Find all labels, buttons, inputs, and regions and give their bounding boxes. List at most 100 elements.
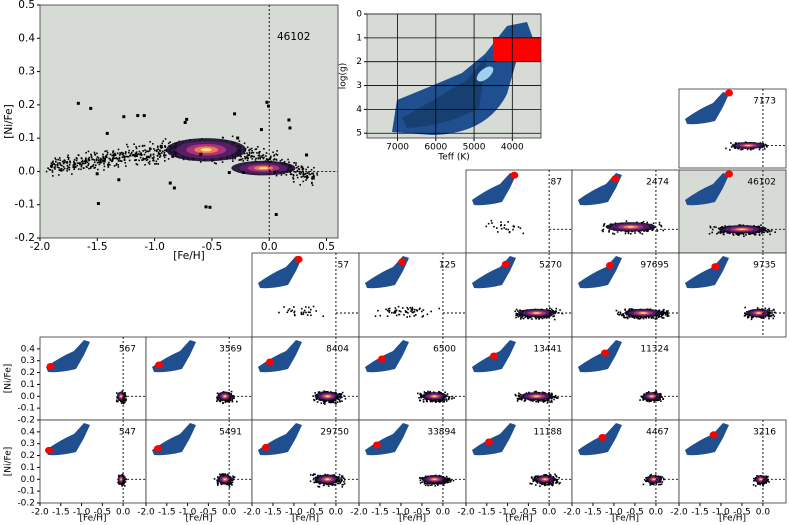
density-cell xyxy=(443,399,446,401)
density-cell xyxy=(294,171,297,173)
density-cell xyxy=(522,317,525,320)
density-cell xyxy=(313,175,315,178)
density-cell xyxy=(665,313,667,315)
density-cell xyxy=(641,233,644,235)
density-cell xyxy=(309,311,311,314)
density-cell xyxy=(124,476,126,479)
density-cell xyxy=(123,482,125,485)
panel-count: 9735 xyxy=(753,261,776,271)
density-cell xyxy=(291,309,293,312)
density-cell xyxy=(546,400,549,402)
density-cell xyxy=(220,474,223,476)
density-cell xyxy=(275,158,278,161)
density-cell xyxy=(141,159,143,161)
density-cell xyxy=(622,314,625,317)
panel-count: 8404 xyxy=(326,345,349,355)
density-cell xyxy=(420,393,423,396)
density-cell xyxy=(135,147,138,150)
density-cell xyxy=(254,148,257,151)
x-tick-label: -1.0 xyxy=(144,241,165,253)
outlier xyxy=(233,112,237,116)
density-core xyxy=(650,395,654,397)
density-cell xyxy=(717,231,720,234)
y-tick-label: 3 xyxy=(356,81,362,91)
density-cell xyxy=(138,159,140,162)
density-cell xyxy=(322,400,325,403)
density-cell xyxy=(121,156,124,159)
density-cell xyxy=(89,167,92,170)
density-cell xyxy=(434,400,437,402)
density-core xyxy=(223,395,227,397)
density-cell xyxy=(231,399,234,401)
density-cell xyxy=(398,313,401,316)
density-cell xyxy=(421,396,423,398)
density-cell xyxy=(115,162,118,165)
density-cell xyxy=(334,399,337,402)
density-cell xyxy=(516,397,519,400)
density-cell xyxy=(516,310,519,312)
density-cell xyxy=(426,313,429,316)
density-cell xyxy=(444,391,446,394)
density-cell xyxy=(66,162,68,164)
density-cell xyxy=(313,399,316,402)
density-cell xyxy=(234,157,236,160)
density-cell xyxy=(238,140,241,142)
density-cell xyxy=(416,310,419,312)
density-cell xyxy=(276,154,279,156)
density-cell xyxy=(58,157,61,159)
y-axis-label: [Ni/Fe] xyxy=(4,447,14,477)
density-cell xyxy=(420,396,422,399)
density-cell xyxy=(231,400,234,403)
density-cell xyxy=(121,151,123,154)
density-cell xyxy=(290,310,292,313)
density-cell xyxy=(281,158,283,161)
density-cell xyxy=(231,484,233,486)
outlier xyxy=(136,114,140,118)
density-cell xyxy=(665,310,668,313)
density-cell xyxy=(320,402,323,404)
density-cell xyxy=(401,307,404,309)
density-cell xyxy=(251,149,253,152)
density-cell xyxy=(323,402,325,404)
density-cell xyxy=(374,315,377,317)
density-cell xyxy=(395,309,397,312)
density-cell xyxy=(728,232,731,235)
panel-count: 6500 xyxy=(433,345,456,355)
density-cell xyxy=(329,401,332,404)
density-cell xyxy=(255,148,258,150)
density-cell xyxy=(59,164,62,166)
x-tick-label: 0.0 xyxy=(222,508,237,518)
density-cell xyxy=(103,158,106,161)
density xyxy=(153,142,164,165)
density-cell xyxy=(62,165,65,168)
density-cell xyxy=(106,150,108,152)
density-cell xyxy=(639,232,642,234)
density-cell xyxy=(516,400,519,402)
axes-background xyxy=(359,253,466,337)
density-cell xyxy=(299,184,301,186)
density-cell xyxy=(661,317,664,319)
panel-count: 547 xyxy=(119,428,136,438)
density-cell xyxy=(624,232,627,235)
density-cell xyxy=(412,311,414,313)
axes-background xyxy=(40,420,146,503)
outlier xyxy=(204,205,208,209)
density-cell xyxy=(302,168,304,170)
density-cell xyxy=(386,309,389,312)
density-cell xyxy=(533,391,536,393)
density-cell xyxy=(760,232,763,234)
density-cell xyxy=(109,159,112,161)
density-cell xyxy=(87,163,90,165)
density-cell xyxy=(619,311,622,314)
density-cell xyxy=(338,398,341,401)
density-cell xyxy=(603,224,605,226)
density-cell xyxy=(507,228,509,231)
outlier xyxy=(236,136,240,140)
density-cell xyxy=(407,312,409,314)
x-tick-label: -1.0 xyxy=(285,508,303,518)
density-cell xyxy=(130,151,133,154)
density-cell xyxy=(59,159,61,161)
density-cell xyxy=(555,310,557,312)
density-cell xyxy=(225,400,228,402)
density-cell xyxy=(135,146,137,148)
